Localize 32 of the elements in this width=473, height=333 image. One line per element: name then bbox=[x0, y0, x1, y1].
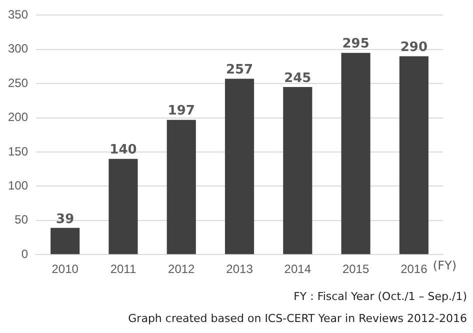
data-label: 290 bbox=[400, 40, 428, 56]
data-label: 39 bbox=[56, 212, 74, 227]
x-tick-label: 2012 bbox=[168, 262, 196, 276]
x-tick-label: 2014 bbox=[284, 262, 312, 276]
x-tick-label: 2011 bbox=[110, 262, 136, 276]
y-tick-label: 0 bbox=[21, 246, 28, 261]
text: (FY) bbox=[432, 258, 457, 273]
x-tick-label: 2010 bbox=[52, 262, 79, 276]
data-label: 140 bbox=[110, 142, 137, 158]
bar bbox=[399, 56, 428, 254]
y-tick-label: 350 bbox=[8, 8, 28, 22]
bar bbox=[283, 87, 312, 254]
bar bbox=[108, 158, 138, 254]
x-tick-label: 2015 bbox=[342, 262, 370, 276]
data-label: 245 bbox=[284, 70, 312, 86]
y-tick-label: 300 bbox=[8, 42, 28, 56]
bar bbox=[224, 78, 254, 254]
text: Graph created based on ICS-CERT Year in Reviews 2012-2016 bbox=[128, 312, 467, 325]
bar bbox=[166, 120, 196, 254]
data-label: 197 bbox=[168, 104, 195, 119]
y-tick-label: 250 bbox=[8, 76, 28, 90]
y-tick-label: 150 bbox=[8, 144, 28, 158]
data-label: 257 bbox=[226, 62, 254, 78]
y-tick-label: 100 bbox=[8, 178, 28, 193]
bar bbox=[50, 228, 80, 254]
bar bbox=[341, 52, 370, 254]
x-tick-label: 2013 bbox=[226, 262, 254, 276]
y-tick-label: 200 bbox=[8, 110, 28, 124]
y-tick-label: 50 bbox=[14, 212, 28, 227]
text: FY : Fiscal Year (Oct./1 – Sep./1) bbox=[294, 290, 467, 303]
data-label: 295 bbox=[342, 36, 370, 52]
x-tick-label: 2016 bbox=[400, 262, 428, 276]
